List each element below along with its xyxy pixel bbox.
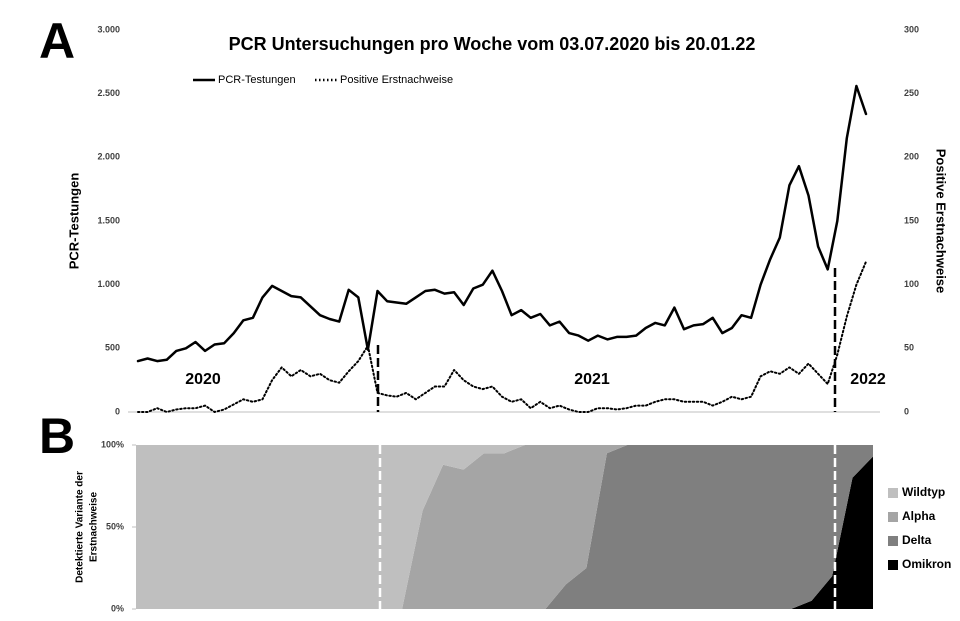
legend-label: PCR-Testungen: [218, 74, 296, 86]
y2-tick-label: 100: [904, 279, 919, 289]
legend-label: Omikron: [902, 557, 951, 571]
y-tick-label: 0%: [111, 603, 124, 613]
y-tick-label: 500: [105, 343, 120, 353]
y2-tick-label: 0: [904, 406, 909, 416]
area-series: [136, 445, 873, 609]
legend-swatch: [888, 512, 898, 522]
y-axis-label: PCR-Testungen: [66, 173, 81, 270]
y-tick-label: 0: [115, 406, 120, 416]
y-tick-label: 1.500: [97, 215, 120, 225]
legend-label: Delta: [902, 533, 932, 547]
panel-label: A: [39, 13, 75, 69]
y2-tick-label: 200: [904, 152, 919, 162]
annotation: 2021: [574, 371, 610, 388]
annotation: 2020: [185, 371, 221, 388]
y2-tick-label: 300: [904, 24, 919, 34]
legend-swatch: [888, 560, 898, 570]
y-axis-label: Erstnachweise: [89, 492, 100, 562]
y-axis-label: Detektierte Variante der: [75, 471, 86, 583]
line-series: [136, 84, 868, 363]
legend-label: Wildtyp: [902, 485, 945, 499]
legend-label: Positive Erstnachweise: [340, 74, 453, 86]
y2-tick-label: 150: [904, 215, 919, 225]
panel-label: B: [39, 408, 75, 464]
y-tick-label: 3.000: [97, 24, 120, 34]
area-series: [136, 445, 873, 609]
legend-label: Alpha: [902, 509, 936, 523]
chart-b: 0% 50% 100% Wildtyp Alpha Delta Omikron: [101, 439, 951, 613]
legend-swatch: [888, 536, 898, 546]
y-tick-label: 2.000: [97, 152, 120, 162]
chart-a: 0 500 1.000 1.500 2.000 2.500 3.000 0 50 100 150 20…: [97, 24, 919, 416]
chart-title: PCR Untersuchungen pro Woche vom 03.07.2…: [229, 34, 756, 54]
annotation: 2022: [850, 371, 886, 388]
y-tick-label: 50%: [106, 521, 124, 531]
y2-axis-label: Positive Erstnachweise: [934, 149, 949, 294]
area-series: [136, 445, 873, 609]
line-series: [137, 260, 867, 413]
y2-tick-label: 50: [904, 343, 914, 353]
y-tick-label: 100%: [101, 439, 124, 449]
y2-tick-label: 250: [904, 88, 919, 98]
legend-swatch: [888, 488, 898, 498]
y-tick-label: 1.000: [97, 279, 120, 289]
y-tick-label: 2.500: [97, 88, 120, 98]
